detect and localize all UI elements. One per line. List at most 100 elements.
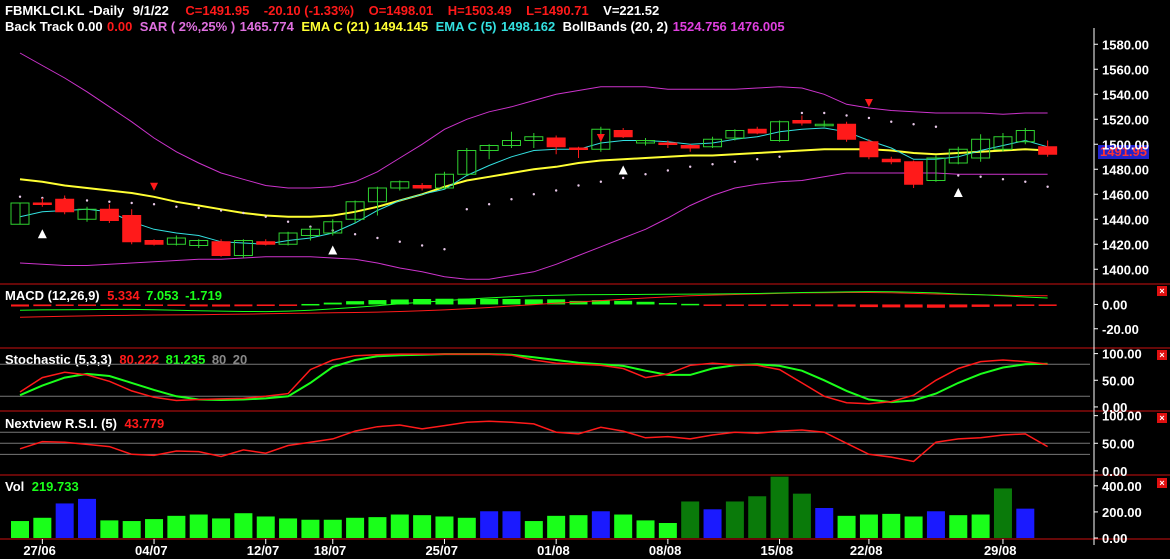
macd-histogram-bar [748, 304, 767, 306]
candle-body [881, 158, 901, 163]
macd-histogram-bar [725, 304, 744, 306]
volume-panel-title: Vol 219.733 [5, 478, 79, 496]
sar-dot [689, 165, 692, 168]
candle-body [725, 130, 745, 139]
candle-body [10, 202, 30, 225]
volume-bar [748, 496, 767, 538]
sar-dot [443, 248, 446, 251]
macd-histogram-bar [457, 298, 476, 305]
candle-body [122, 215, 142, 243]
sar-dot [577, 184, 580, 187]
macd-histogram-bar [904, 304, 923, 308]
close-stochastic-panel-button[interactable]: × [1157, 350, 1167, 360]
backtrack-value: 0.00 [107, 19, 133, 34]
rsi-title: Nextview R.S.I. (5) [5, 416, 117, 431]
macd-histogram-bar [815, 304, 834, 307]
volume-axis-tick-label-2: 0.00 [1102, 531, 1127, 546]
volume-indicator-value: 219.733 [31, 479, 79, 494]
sar-dot [264, 215, 267, 218]
bollinger-lower-line [19, 172, 1048, 280]
candle-body [792, 120, 812, 124]
bollinger-value: 1524.756 1476.005 [672, 19, 785, 34]
candle-body [99, 208, 119, 221]
macd-histogram-bar [1038, 304, 1057, 306]
price-axis-tick-label-7: 1440.00 [1102, 212, 1149, 227]
candle-body [345, 201, 365, 220]
sar-dot [912, 123, 915, 126]
volume-bar [457, 517, 476, 538]
sar-dot [219, 209, 223, 212]
candle-body [1038, 146, 1058, 155]
macd-axis-tick-label-0: 0.00 [1102, 297, 1127, 312]
sar-value: 1465.774 [239, 19, 294, 34]
rsi-axis-tick-label-1: 50.00 [1102, 436, 1135, 451]
volume-bar [882, 513, 901, 538]
indicator-legend: Back Track 0.00 0.00 SAR ( 2%,25% ) 1465… [5, 18, 785, 36]
stochastic-axis-tick-label-0: 100.00 [1102, 347, 1142, 362]
sar-dot [353, 233, 357, 236]
volume-bar [792, 493, 811, 538]
volume-bar [614, 514, 633, 538]
candle-body [591, 128, 611, 150]
candle-body [680, 145, 700, 149]
sar-dot [733, 160, 737, 163]
candle-body [189, 240, 209, 246]
macd-histogram-bar [703, 304, 722, 306]
volume-bar [480, 511, 499, 538]
low-value: L=1490.71 [526, 3, 589, 18]
x-tick-label-0: 27/06 [23, 543, 56, 558]
macd-histogram-bar [569, 300, 588, 305]
volume-bar [256, 516, 275, 538]
candle-body [971, 138, 991, 159]
volume-bar [770, 476, 789, 538]
volume-bar [279, 518, 298, 538]
macd-histogram-bar [301, 303, 320, 306]
price-axis-tick-label-8: 1420.00 [1102, 237, 1149, 252]
x-tick-label-2: 12/07 [247, 543, 280, 558]
volume-bar [703, 509, 722, 538]
sell-signal-marker [596, 134, 605, 142]
sar-dot [130, 201, 133, 205]
volume-bar [234, 513, 253, 538]
macd-histogram-bar [480, 298, 499, 305]
buy-signal-marker [37, 229, 47, 239]
stochastic-axis-tick-label-1: 50.00 [1102, 373, 1135, 388]
volume-bar [949, 515, 968, 538]
sar-dot [487, 203, 491, 206]
close-macd-panel-button[interactable]: × [1157, 286, 1167, 296]
sar-dot [420, 244, 424, 247]
volume-bar [167, 515, 186, 538]
volume-bar [681, 501, 700, 538]
ema21-value: 1494.145 [373, 19, 429, 34]
sar-dot [867, 116, 871, 120]
buy-signal-marker [953, 188, 963, 197]
macd-histogram-bar [256, 304, 275, 307]
volume-bar [212, 518, 231, 538]
volume-bar [859, 514, 878, 538]
candle-body [948, 148, 968, 164]
macd-hist-value: -1.719 [185, 288, 222, 303]
macd-histogram-bar [837, 304, 856, 307]
volume-bar [413, 515, 432, 538]
bollinger-upper-line [19, 52, 1048, 189]
sar-dot [756, 158, 759, 161]
ema5-value: 1498.162 [500, 19, 556, 34]
macd-histogram-bar [346, 301, 365, 305]
volume-bar [971, 514, 990, 538]
price-axis-tick-label-3: 1520.00 [1102, 112, 1149, 127]
sar-dot [554, 189, 558, 192]
close-rsi-panel-button[interactable]: × [1157, 413, 1167, 423]
candle-body [256, 241, 276, 245]
close-volume-panel-button[interactable]: × [1157, 478, 1167, 488]
rsi-line [19, 420, 1048, 463]
price-axis-tick-label-9: 1400.00 [1102, 262, 1149, 277]
candle-body [278, 232, 298, 245]
sar-dot [778, 155, 781, 158]
candle-body [747, 128, 767, 134]
macd-histogram-bar [547, 299, 566, 305]
macd-histogram-bar [949, 304, 968, 308]
sar-dot [242, 211, 245, 215]
candle-body [457, 150, 477, 175]
macd-histogram-bar [859, 304, 878, 308]
